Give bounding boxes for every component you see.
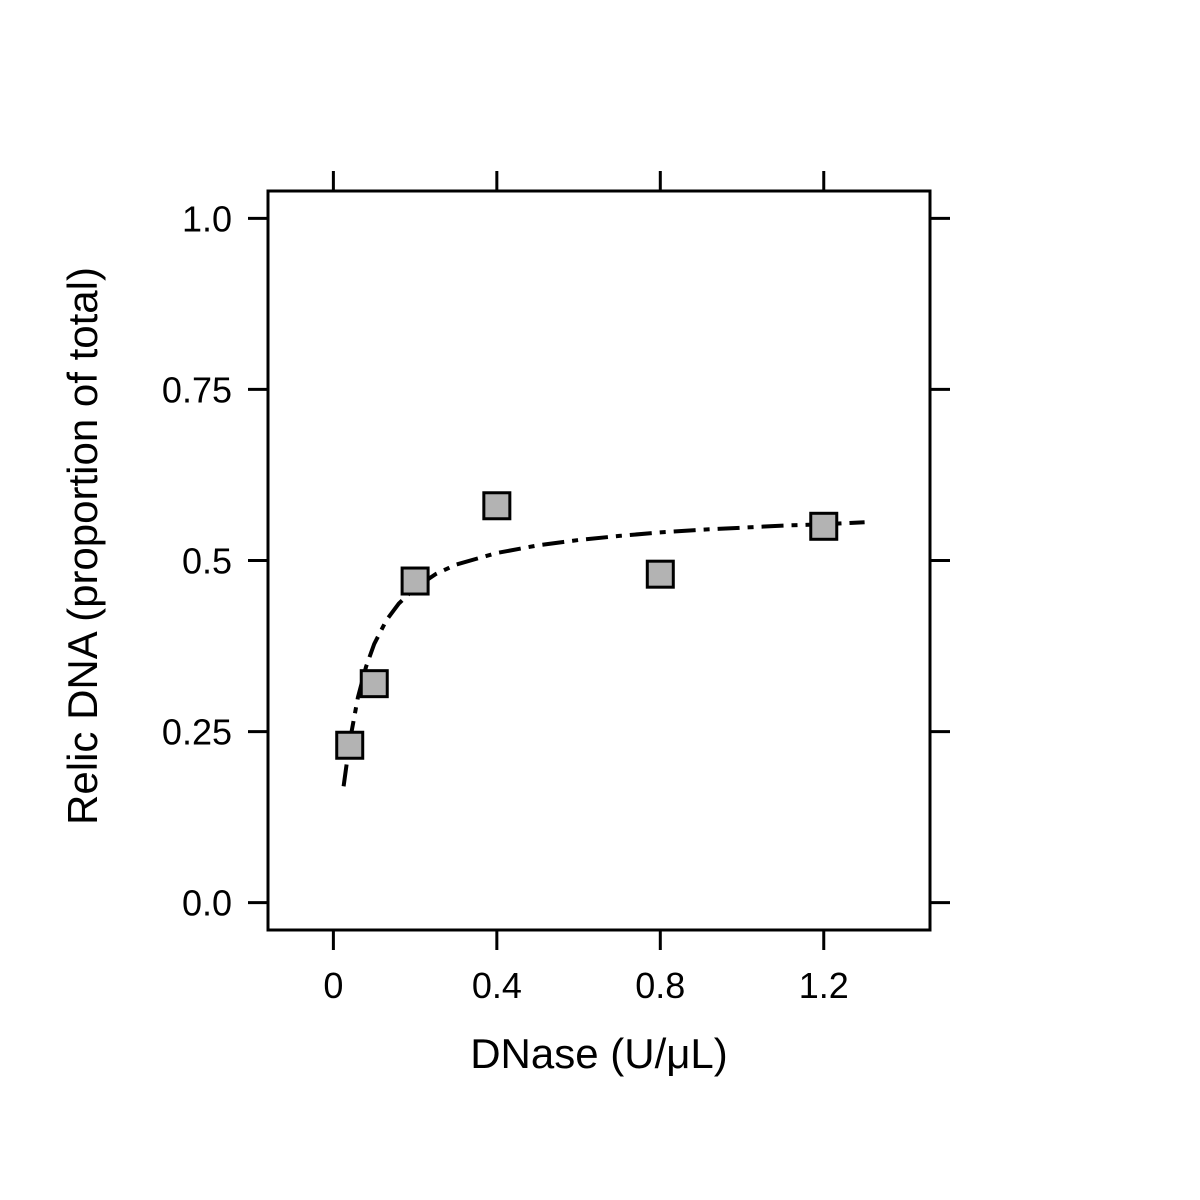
y-tick-label: 0.5 bbox=[182, 541, 232, 582]
data-points bbox=[335, 491, 839, 760]
data-point-square bbox=[400, 566, 430, 596]
fit-curve-line bbox=[341, 520, 865, 787]
y-tick-label: 0.0 bbox=[182, 883, 232, 924]
axis-ticks bbox=[248, 171, 950, 950]
data-point-square bbox=[335, 730, 365, 760]
x-tick-label: 0 bbox=[323, 965, 343, 1006]
x-axis-title: DNase (U/μL) bbox=[470, 1030, 728, 1077]
x-tick-label: 0.8 bbox=[635, 965, 685, 1006]
axis-tick-labels: 0 0.4 0.8 1.2 0.0 0.25 0.5 0.75 1.0 bbox=[162, 198, 849, 1006]
data-point-square bbox=[645, 559, 675, 589]
data-point-square bbox=[809, 511, 839, 541]
y-tick-label: 0.75 bbox=[162, 369, 232, 410]
x-tick-label: 0.4 bbox=[472, 965, 522, 1006]
y-tick-label: 0.25 bbox=[162, 712, 232, 753]
y-axis-title: Relic DNA (proportion of total) bbox=[59, 267, 106, 825]
y-tick-label: 1.0 bbox=[182, 198, 232, 239]
data-point-square bbox=[359, 669, 389, 699]
x-tick-label: 1.2 bbox=[799, 965, 849, 1006]
data-point-square bbox=[482, 491, 512, 521]
